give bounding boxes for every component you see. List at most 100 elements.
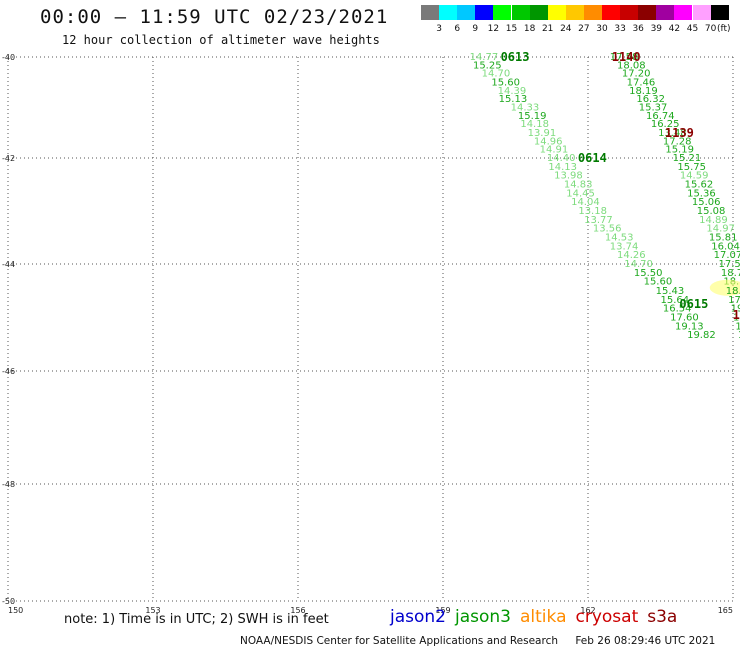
colorbar-tick-label: 21 (541, 24, 554, 34)
wave-height-value: 13.77 (584, 215, 613, 226)
wave-height-value: 14.40 (547, 153, 576, 164)
wave-height-value: 15.60 (644, 277, 673, 288)
colorbar-swatch (565, 5, 584, 20)
wave-height-value: 17.0 (733, 313, 740, 324)
satellite-legend-item: altika (520, 607, 567, 627)
wave-height-value: 16.25 (651, 119, 680, 130)
colorbar-swatch (674, 5, 693, 20)
satellite-legend: jason2 jason3 altika cryosat s3a (390, 607, 686, 627)
wave-height-value: 14.18 (520, 119, 549, 130)
wave-height-value: 13.48 (658, 128, 687, 139)
wave-height-value: 14.45 (566, 189, 595, 200)
wave-height-value: 16 (738, 330, 740, 341)
satellite-legend-item: jason2 (390, 607, 446, 627)
wave-height-value: 18.19 (629, 86, 658, 97)
pass-time-label: 1138 (733, 308, 740, 322)
wave-height-value: 14.26 (617, 250, 646, 261)
colorbar-swatch (692, 5, 711, 20)
satellite-legend-item: s3a (647, 607, 678, 627)
wave-height-value: 17. (735, 322, 740, 333)
colorbar-tick-label: 12 (487, 24, 500, 34)
track-cryosat: 17.5818.0817.2017.4618.1916.3215.3716.74… (610, 50, 740, 341)
map-title: 00:00 – 11:59 UTC 02/23/2021 (40, 6, 389, 28)
colorbar-tick-label: 33 (614, 24, 626, 34)
longitude-label: 153 (145, 606, 160, 615)
pass-time-label: 0614 (578, 151, 607, 165)
wave-height-value: 15.75 (677, 162, 706, 173)
colorbar-swatch (638, 5, 657, 20)
wave-height-value: 19.4 (731, 303, 740, 314)
wave-height-value: 15.81 (709, 233, 738, 244)
wave-height-value: 17.53 (719, 259, 740, 270)
colorbar-tick-label: 3 (436, 24, 442, 34)
wave-height-value: 16.04 (711, 242, 740, 253)
wave-height-value: 14.33 (511, 103, 540, 114)
longitude-label: 165 (718, 606, 733, 615)
wave-height-value: 15.13 (499, 94, 528, 105)
colorbar-tick-label: 24 (560, 24, 572, 34)
footer: NOAA/NESDIS Center for Satellite Applica… (240, 635, 729, 647)
wave-height-value: 14.96 (534, 136, 563, 147)
wave-height-value: 15.19 (665, 144, 694, 155)
wave-height-value: 15.08 (697, 206, 726, 217)
colorbar-swatch (710, 5, 729, 20)
pass-time-label: 0613 (501, 50, 530, 64)
wave-height-value: 15.19 (518, 111, 547, 122)
highlight-marker (709, 279, 740, 296)
colorbar-tick-label: 30 (596, 24, 608, 34)
wave-height-value: 13.74 (610, 242, 639, 253)
wave-height-value: 15.62 (685, 180, 714, 191)
colorbar-tick-label: 36 (632, 24, 644, 34)
wave-height-value: 13.18 (578, 206, 607, 217)
latitude-label: -44 (2, 260, 15, 269)
longitude-label: 162 (580, 606, 595, 615)
wave-height-value: 15.43 (656, 286, 685, 297)
wave-height-value: 16.74 (646, 111, 675, 122)
wave-height-value: 14.53 (605, 233, 634, 244)
colorbar-tick-label: 6 (454, 24, 461, 34)
footer-timestamp: Feb 26 08:29:46 UTC 2021 (575, 635, 716, 647)
colorbar-swatch (547, 5, 566, 20)
wave-height-value: 17.51 (728, 295, 740, 306)
wave-height-value: 14.97 (706, 223, 735, 234)
wave-height-value: 13.91 (528, 128, 557, 139)
colorbar-tick-label: 42 (668, 24, 681, 34)
wave-height-value: 18.18 (726, 286, 740, 297)
latitude-label: -42 (2, 154, 15, 163)
wave-height-value: 15.37 (639, 103, 668, 114)
colorbar-swatch (475, 5, 494, 20)
wave-height-value: 13.98 (554, 170, 583, 181)
longitude-label: 156 (290, 606, 305, 615)
wave-height-value: 17.58 (610, 52, 639, 63)
wave-height-value: 14.89 (699, 215, 728, 226)
colorbar-swatch (583, 5, 602, 20)
colorbar-swatch (457, 5, 476, 20)
satellite-legend-item: jason3 (455, 607, 511, 627)
wave-height-value: 14.04 (571, 197, 600, 208)
wave-height-value: 14.59 (680, 170, 709, 181)
colorbar-swatch (511, 5, 530, 20)
wave-height-value: 15.64 (661, 295, 690, 306)
wave-height-value: 14.91 (540, 144, 569, 155)
wave-height-value: 18.08 (617, 61, 646, 72)
lat-lon-grid (7, 56, 734, 602)
longitude-label: 150 (8, 606, 23, 615)
wave-height-value: 16.54 (663, 303, 692, 314)
wave-height-value: 14.70 (624, 259, 653, 270)
wave-height-value: 17.46 (627, 77, 656, 88)
wave-height-value: 14.70 (482, 69, 511, 80)
colorbar-swatch (421, 5, 439, 20)
wave-height-value: 15.21 (673, 153, 702, 164)
map-subtitle: 12 hour collection of altimeter wave hei… (62, 33, 380, 47)
altimeter-tracks: 14.7715.2514.7015.6014.3915.1314.3315.19… (470, 50, 740, 341)
wave-height-value: 14.39 (498, 86, 527, 97)
colorbar-swatch (656, 5, 675, 20)
wave-height-value: 15.50 (634, 268, 663, 279)
latitude-label: -46 (2, 367, 15, 376)
colorbar-tick-label: 39 (650, 24, 663, 34)
wave-height-value: 15.25 (473, 61, 502, 72)
colorbar-tick-label: 70 (704, 24, 717, 34)
latitude-label: -50 (2, 597, 15, 606)
pass-time-label: 1139 (665, 126, 694, 140)
